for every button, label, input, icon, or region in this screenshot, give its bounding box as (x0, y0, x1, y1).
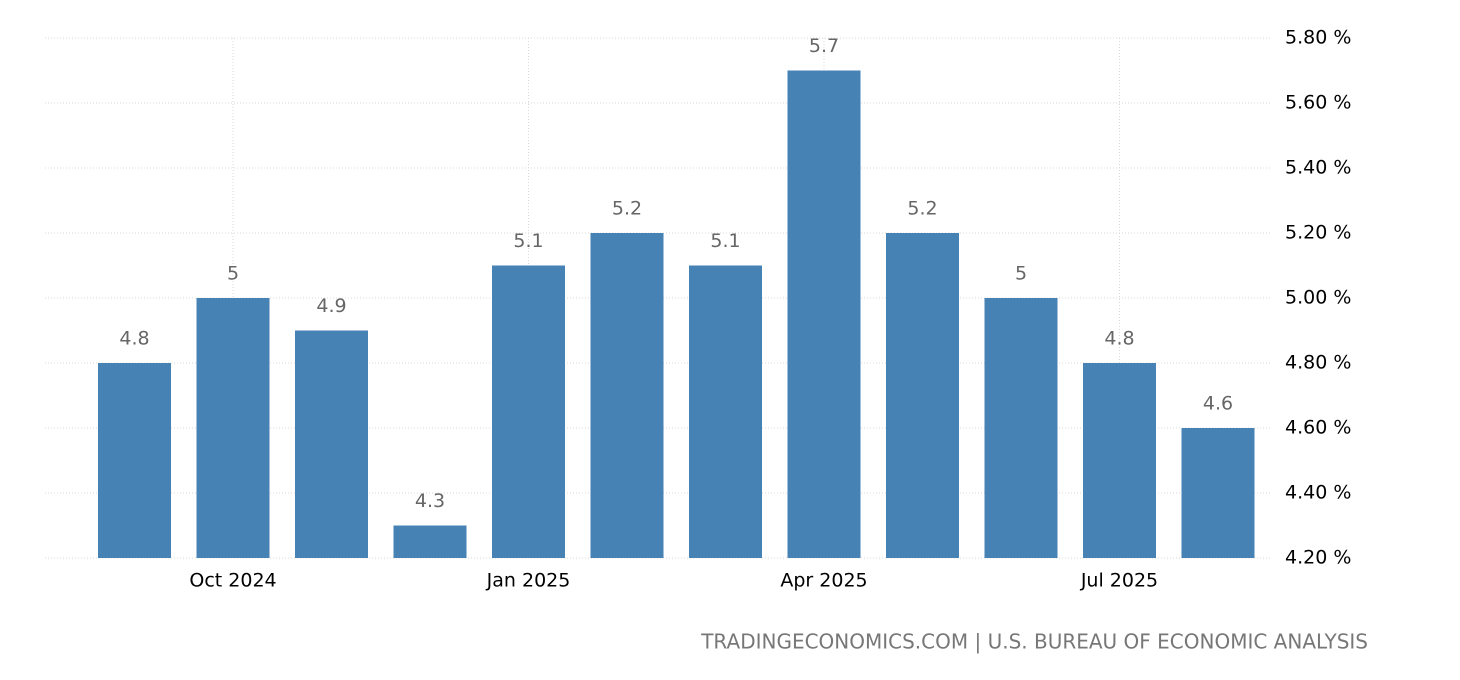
x-tick-label: Apr 2025 (780, 570, 867, 592)
value-label: 5.7 (809, 35, 839, 57)
value-label: 4.6 (1203, 393, 1233, 415)
value-label: 5.1 (710, 230, 740, 252)
y-tick-label: 4.20 % (1285, 547, 1351, 569)
y-tick-label: 5.00 % (1285, 287, 1351, 309)
bar (1181, 428, 1255, 558)
bar (1083, 363, 1156, 558)
value-label: 5.1 (513, 230, 543, 252)
x-tick-label: Jan 2025 (486, 570, 571, 592)
value-label: 5.2 (907, 198, 937, 220)
bar (689, 265, 762, 558)
bar (196, 298, 270, 558)
y-tick-label: 4.80 % (1285, 352, 1351, 374)
bar (492, 265, 565, 558)
x-tick-label: Jul 2025 (1080, 570, 1158, 592)
bar (886, 233, 959, 558)
bar (984, 298, 1058, 558)
value-label: 4.9 (316, 295, 346, 317)
bar (295, 330, 368, 558)
value-label: 5.2 (612, 198, 642, 220)
y-tick-label: 5.40 % (1285, 157, 1351, 179)
value-label: 5 (1015, 263, 1027, 285)
x-tick-label: Oct 2024 (189, 570, 276, 592)
value-label: 4.3 (415, 490, 445, 512)
y-tick-label: 5.20 % (1285, 222, 1351, 244)
source: TRADINGECONOMICS.COM | U.S. BUREAU OF EC… (700, 630, 1368, 654)
value-label: 4.8 (119, 328, 149, 350)
value-label: 4.8 (1104, 328, 1134, 350)
bar (393, 525, 467, 558)
y-tick-label: 5.60 % (1285, 92, 1351, 114)
bar (98, 363, 171, 558)
y-tick-label: 4.40 % (1285, 482, 1351, 504)
y-tick-label: 5.80 % (1285, 27, 1351, 49)
bar (787, 70, 861, 558)
bar (590, 233, 664, 558)
value-label: 5 (227, 263, 239, 285)
y-tick-label: 4.60 % (1285, 417, 1351, 439)
